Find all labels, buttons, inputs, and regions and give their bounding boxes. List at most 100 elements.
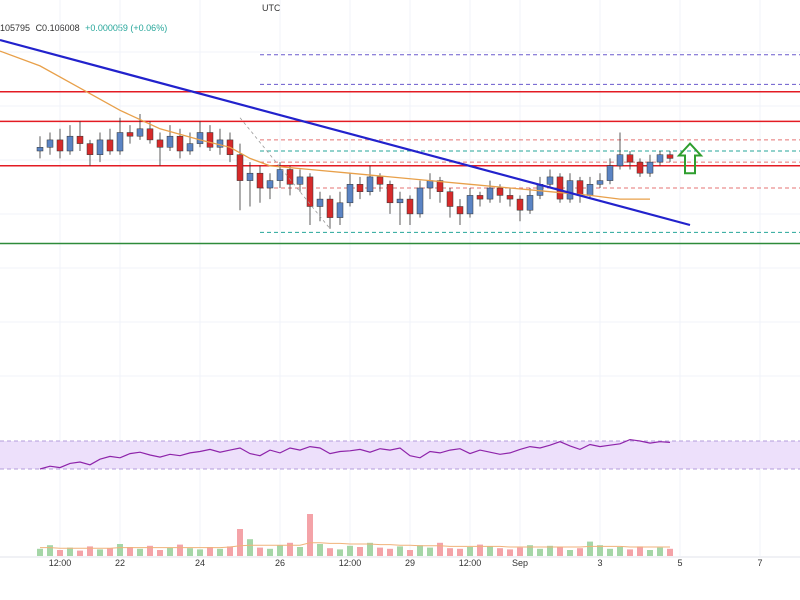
rsi-band [0,440,800,470]
volume-bar-21 [247,539,253,556]
candle-body-55 [586,184,594,196]
candle-body-52 [556,176,564,200]
volume-bar-6 [97,549,103,556]
grid-lines [0,0,800,558]
volume-bar-44 [477,544,483,556]
volume-bar-41 [447,548,453,556]
volume-bar-43 [467,547,473,556]
volume-bar-10 [137,548,143,556]
ohlc-readout: 105795 C0.106008 +0.000059 (+0.06%) [0,23,170,33]
candle-body-30 [336,202,344,218]
volume-bar-29 [327,548,333,556]
candle-body-9 [126,132,134,137]
candle-body-44 [476,195,484,200]
volume-bar-39 [427,547,433,556]
candle-body-13 [166,135,174,148]
volume-bar-3 [67,547,73,556]
x-tick-label-3: 26 [275,558,285,568]
candle-body-21 [246,172,254,181]
candle-body-40 [436,180,444,192]
volume-bar-5 [87,546,93,556]
candle-body-32 [356,184,364,192]
candle-body-10 [136,128,144,137]
volume-bar-22 [257,547,263,556]
rsi-line [39,438,671,470]
timezone-label: UTC [262,3,281,13]
candle-body-12 [156,139,164,148]
candle-body-23 [266,180,274,189]
candle-body-39 [426,180,434,189]
x-tick-label-1: 22 [115,558,125,568]
volume-bar-52 [557,547,563,556]
candle-body-11 [146,128,154,141]
candle-body-25 [286,169,294,185]
candle-body-15 [186,143,194,152]
volume-bar-42 [457,548,463,556]
volume-bar-24 [277,545,283,556]
x-tick-label-4: 12:00 [339,558,362,568]
volume-bar-62 [657,547,663,556]
rsi-series-line [39,438,671,470]
volume-bar-60 [637,546,643,556]
volume-bar-47 [507,549,513,556]
candle-body-62 [656,154,664,163]
candle-body-42 [456,206,464,215]
x-tick-label-6: 12:00 [459,558,482,568]
candle-body-31 [346,184,354,204]
candle-body-63 [666,154,674,159]
candle-body-47 [506,195,514,200]
candle-body-43 [466,195,474,215]
candle-body-46 [496,187,504,196]
trendline [0,38,691,227]
candle-body-56 [596,180,604,185]
x-tick-label-10: 7 [757,558,762,568]
candle-body-49 [526,195,534,211]
candle-body-51 [546,176,554,185]
x-axis: 12:00 22 24 26 12:00 29 12:00 Sep 3 5 7 [49,558,763,568]
volume-bar-13 [167,547,173,556]
x-tick-label-5: 29 [405,558,415,568]
volume-bar-15 [187,548,193,556]
candle-body-17 [206,132,214,148]
volume-bar-37 [407,550,413,556]
candle-body-7 [106,139,114,152]
candles [36,114,674,229]
volume-bar-0 [37,548,43,556]
candle-body-36 [396,198,404,204]
rsi-band-fill [0,441,800,469]
volume-bar-18 [217,548,223,556]
overlays [0,38,704,229]
candle-body-8 [116,132,124,152]
candle-body-45 [486,187,494,200]
volume-bar-61 [647,550,653,556]
volume-bar-36 [397,546,403,556]
up-arrow-icon [676,142,704,175]
volume-bar-32 [357,547,363,556]
candle-body-22 [256,172,264,189]
candle-body-61 [646,161,654,174]
volume-bar-33 [367,542,373,556]
candle-body-5 [86,143,94,155]
candle-body-0 [36,147,44,152]
candle-body-60 [636,161,644,174]
candle-body-26 [296,176,304,185]
volume-bar-56 [597,545,603,556]
volume-bar-63 [667,548,673,556]
volume-bar-25 [287,542,293,556]
candle-body-48 [516,198,524,211]
volume-bar-8 [117,544,123,556]
candle-body-20 [236,154,244,181]
candle-body-37 [406,198,414,215]
volume-bar-34 [377,547,383,556]
volume-bar-58 [617,547,623,556]
candle-body-3 [66,135,74,152]
volume-bar-2 [57,550,63,556]
volume-bar-31 [347,545,353,556]
volume-bar-51 [547,545,553,556]
volume-bar-28 [317,544,323,556]
candle-body-1 [46,139,54,148]
volume-bar-9 [127,547,133,556]
x-tick-label-0: 12:00 [49,558,72,568]
volume-bar-20 [237,529,243,556]
